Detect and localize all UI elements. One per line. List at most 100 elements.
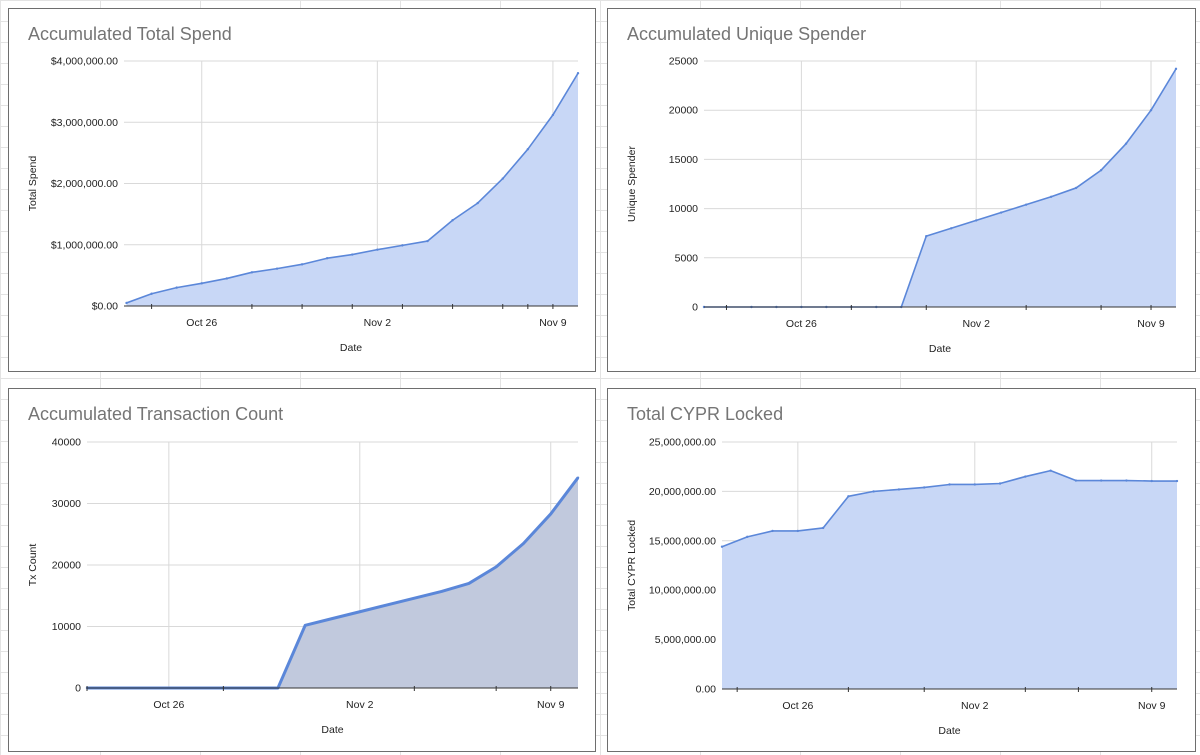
- data-point: [304, 624, 307, 627]
- data-point: [440, 590, 443, 593]
- data-point: [720, 545, 724, 548]
- x-tick-label: Nov 9: [1138, 700, 1166, 712]
- x-tick-label: Oct 26: [153, 699, 184, 711]
- y-tick-label: 30000: [52, 498, 81, 510]
- series-area: [87, 477, 578, 688]
- data-point: [494, 565, 498, 569]
- x-axis-title: Date: [929, 343, 951, 355]
- chart-title: Accumulated Unique Spender: [627, 24, 867, 44]
- plot-area: $0.00 $1,000,000.00 $2,000,000.00 $3,000,00…: [27, 56, 580, 354]
- y-tick-label: $2,000,000.00: [51, 178, 118, 190]
- y-tick-label: 25,000,000.00: [649, 437, 716, 449]
- data-point: [1175, 479, 1179, 483]
- data-point: [426, 239, 429, 243]
- data-point: [1049, 195, 1053, 198]
- x-tick-label: Oct 26: [782, 700, 813, 712]
- data-point: [1099, 169, 1103, 172]
- chart-panel-total-spend: Accumulated Total Spend $0.00 $1,000,000.…: [8, 8, 596, 372]
- data-point: [526, 148, 530, 151]
- data-point: [351, 253, 354, 256]
- data-point: [1125, 479, 1128, 482]
- data-point: [948, 483, 951, 486]
- data-point: [549, 512, 552, 516]
- series-area: [126, 73, 578, 306]
- data-point: [923, 486, 926, 489]
- x-tick-label: Nov 2: [364, 317, 392, 329]
- data-point: [1024, 475, 1027, 478]
- data-point: [501, 177, 504, 180]
- series-area: [722, 470, 1177, 689]
- data-point: [551, 113, 555, 117]
- data-point: [401, 244, 404, 247]
- data-point: [1149, 109, 1153, 112]
- data-point: [250, 271, 254, 274]
- y-tick-label: 15,000,000.00: [649, 535, 716, 547]
- data-point: [325, 257, 329, 260]
- data-point: [1024, 203, 1028, 206]
- data-point: [385, 603, 389, 607]
- data-point: [998, 482, 1002, 485]
- x-tick-label: Oct 26: [186, 317, 217, 329]
- series-area: [704, 68, 1176, 307]
- data-point: [872, 490, 875, 493]
- y-axis-title: Tx Count: [27, 544, 39, 587]
- y-tick-label: 40000: [52, 437, 81, 449]
- data-point: [1074, 479, 1078, 482]
- y-tick-label: 10000: [52, 621, 81, 633]
- y-axis-title: Unique Spender: [626, 146, 638, 222]
- y-tick-label: 0: [692, 302, 698, 314]
- x-tick-label: Nov 9: [539, 317, 567, 329]
- data-point: [1124, 142, 1128, 145]
- data-point: [522, 542, 525, 545]
- chart-panel-unique-spender: Accumulated Unique Spender 0 5000 10000 150…: [607, 8, 1196, 372]
- plot-area: 0 10000 20000 30000 40000 Oct 26 Nov 2 Nov 9 Dat…: [27, 437, 580, 736]
- x-axis-title: Date: [938, 725, 960, 737]
- data-point: [975, 219, 978, 222]
- data-point: [746, 535, 749, 539]
- data-point: [331, 617, 334, 620]
- y-tick-label: 20,000,000.00: [649, 486, 716, 498]
- x-tick-label: Nov 9: [1137, 318, 1165, 330]
- data-point: [771, 529, 774, 533]
- data-point: [925, 234, 928, 238]
- y-tick-label: 10000: [669, 203, 698, 215]
- data-point: [847, 495, 850, 498]
- x-tick-label: Oct 26: [786, 318, 817, 330]
- y-tick-label: 5000: [675, 252, 699, 264]
- data-point: [973, 483, 976, 486]
- data-point: [225, 277, 229, 280]
- y-tick-label: $4,000,000.00: [51, 56, 118, 68]
- data-point: [1150, 479, 1153, 483]
- plot-area: 0 5000 10000 15000 20000 25000 Oct 26 Nov 2 Nov …: [626, 56, 1178, 355]
- x-tick-label: Nov 2: [961, 700, 989, 712]
- data-point: [821, 526, 825, 530]
- data-point: [1049, 469, 1052, 472]
- chart-title: Accumulated Total Spend: [28, 24, 232, 44]
- y-tick-label: 25000: [669, 56, 698, 68]
- data-point: [300, 263, 304, 266]
- y-tick-label: 10,000,000.00: [649, 585, 716, 597]
- data-point: [175, 286, 178, 289]
- data-point: [376, 248, 379, 251]
- data-point: [1074, 186, 1078, 190]
- data-point: [275, 267, 279, 270]
- data-point: [576, 476, 580, 479]
- y-tick-label: $1,000,000.00: [51, 239, 118, 251]
- data-point: [150, 292, 153, 295]
- data-point: [358, 610, 361, 613]
- x-axis-title: Date: [321, 724, 343, 736]
- y-tick-label: 15000: [669, 154, 698, 166]
- data-point: [897, 488, 901, 491]
- y-tick-label: 20000: [669, 105, 698, 117]
- chart-panel-cypr-locked: Total CYPR Locked 0.00 5,000,000.00 10,000…: [607, 388, 1196, 752]
- y-axis-title: Total CYPR Locked: [626, 520, 638, 611]
- y-tick-label: $0.00: [92, 301, 118, 313]
- data-point: [451, 219, 454, 222]
- x-tick-label: Nov 2: [346, 699, 374, 711]
- plot-area: 0.00 5,000,000.00 10,000,000.00 15,000,000.…: [626, 437, 1179, 737]
- data-point: [1174, 67, 1178, 71]
- y-tick-label: 5,000,000.00: [655, 634, 716, 646]
- chart-title: Total CYPR Locked: [627, 404, 784, 424]
- data-point: [125, 301, 128, 305]
- y-tick-label: 0.00: [696, 684, 717, 696]
